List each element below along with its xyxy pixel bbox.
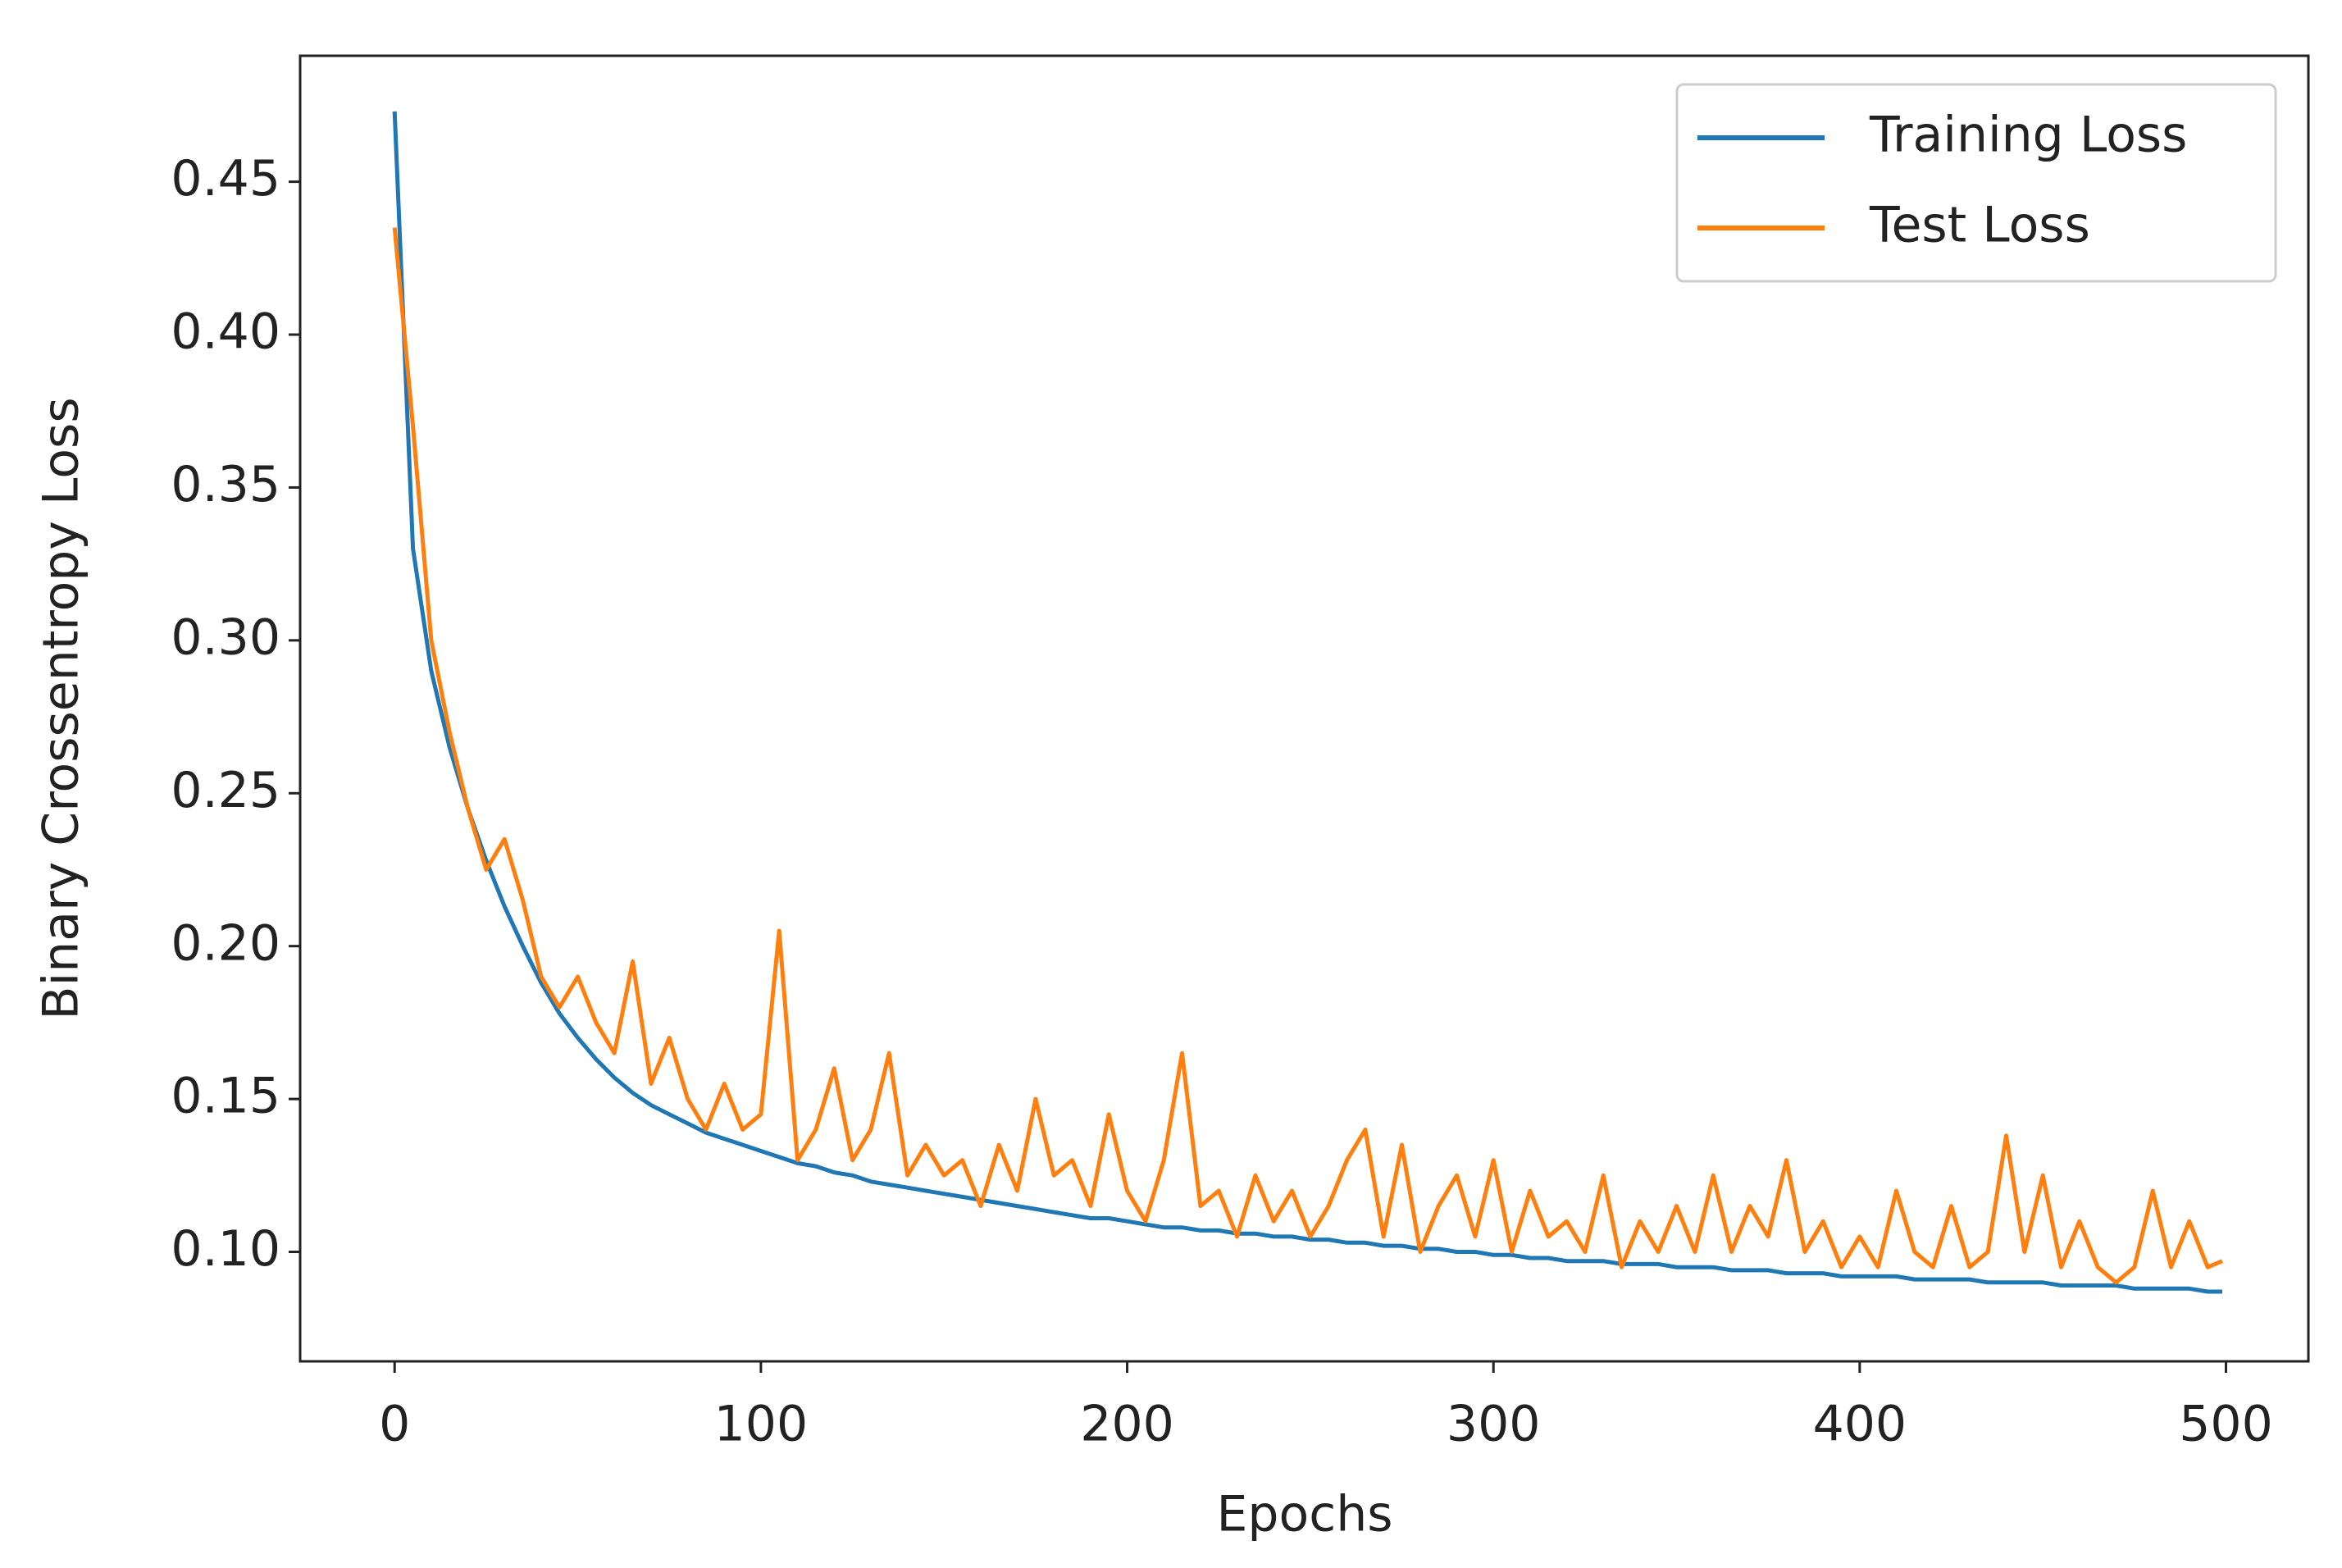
y-tick-label: 0.30	[171, 609, 280, 666]
legend-box	[1675, 83, 2277, 283]
x-tick-label: 100	[714, 1396, 809, 1453]
x-tick-label: 200	[1080, 1396, 1174, 1453]
y-tick-label: 0.10	[171, 1220, 280, 1278]
x-tick-label: 400	[1813, 1396, 1907, 1453]
x-tick-label: 0	[379, 1396, 410, 1453]
x-axis-label: Epochs	[1217, 1486, 1393, 1543]
plot-frame	[298, 54, 2310, 1363]
y-tick-label: 0.20	[171, 914, 280, 972]
y-tick-label: 0.25	[171, 762, 280, 819]
y-tick-label: 0.40	[171, 303, 280, 361]
y-tick-label: 0.15	[171, 1068, 280, 1125]
series-line	[392, 227, 2223, 1285]
x-tick-label: 300	[1447, 1396, 1541, 1453]
series-line	[392, 111, 2222, 1294]
legend-label: Test Loss	[1869, 197, 2090, 254]
x-tick-label: 500	[2179, 1396, 2273, 1453]
y-tick-label: 0.45	[171, 150, 280, 207]
y-axis-label: Binary Crossentropy Loss	[33, 397, 90, 1019]
legend-label: Training Loss	[1869, 107, 2187, 164]
y-tick-label: 0.35	[171, 456, 280, 513]
